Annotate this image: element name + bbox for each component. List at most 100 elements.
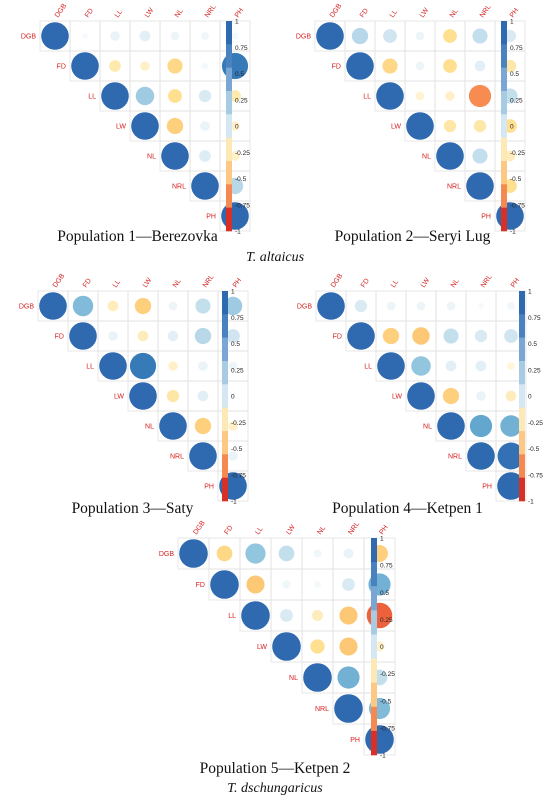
correlation-circle [134,297,152,315]
row-label: LL [86,364,94,371]
colorbar-tick-label: -1 [235,229,241,236]
colorbar-segment [519,291,525,315]
row-label: LL [364,364,372,371]
correlation-circle [497,442,525,470]
correlation-circle [377,352,405,380]
correlation-circle [366,602,393,629]
row-label: NL [423,424,432,431]
correlation-circle [166,389,180,403]
row-label: NL [289,675,298,682]
caption-population-5: Population 5—Ketpen 2 [199,760,351,777]
correlation-circle [168,301,178,311]
row-label: FD [55,334,64,341]
colorbar-tick-label: 0.25 [235,97,248,104]
colorbar-tick-label: 1 [528,289,532,296]
colorbar-segment [222,477,228,502]
correlation-circle [316,22,344,50]
column-label: LW [144,7,156,20]
row-label: DGB [297,304,313,311]
column-label: PH [509,7,520,19]
correlation-circle [167,330,179,342]
correlation-circle [229,90,241,102]
colorbar-tick-label: -0.75 [528,472,543,479]
colorbar-tick-label: 0.75 [510,45,523,52]
row-label: FD [332,64,341,71]
correlation-circle [226,329,240,343]
column-label: FD [84,7,95,19]
colorbar-segment [519,337,525,362]
colorbar-tick-label: -1 [380,753,386,760]
colorbar-segment [371,586,377,611]
colorbar-tick-label: 1 [231,289,235,296]
column-label: LW [142,277,154,290]
correlation-circle [407,382,435,410]
correlation-circle [110,31,120,41]
colorbar-segment [226,207,232,232]
column-label: FD [82,277,93,289]
column-label: NL [172,278,183,289]
colorbar-segment [519,314,525,338]
row-label: NRL [315,706,329,713]
correlation-circle [246,575,265,594]
colorbar-segment [501,184,507,208]
correlation-circle [159,412,187,440]
colorbar-tick-label: -1 [528,499,534,506]
correlation-circle [198,361,208,371]
column-label: NRL [347,521,361,537]
colorbar-segment [226,184,232,208]
correlation-circle [161,142,189,170]
correlation-circle [194,417,212,435]
row-label: LL [88,94,96,101]
colorbar-tick-label: 0.5 [231,341,240,348]
correlation-circle [129,382,157,410]
correlation-circle [504,329,518,343]
correlation-circle [342,578,355,591]
colorbar-tick-label: -0.75 [510,202,525,209]
correlation-circle [474,329,488,343]
grid-cell [219,200,251,232]
correlation-circle [466,172,494,200]
colorbar-tick-label: 0 [528,394,532,401]
correlation-panel-5: DGB FD LL LW NL NRL PHDGBFDLLLWNLNRLPH10.750.5… [159,519,396,760]
correlation-circle [201,62,209,70]
correlation-circle [469,414,493,438]
correlation-circle [406,112,434,140]
correlation-circle [129,352,157,380]
colorbar-segment [371,634,377,659]
row-label: FD [196,582,205,589]
correlation-circle [41,22,69,50]
correlation-circle [191,172,219,200]
colorbar-tick-label: -0.5 [510,176,522,183]
colorbar-segment [222,314,228,338]
colorbar-segment [226,114,232,138]
correlation-circle [99,352,127,380]
correlation-circle [415,61,425,71]
correlation-circle [72,295,94,317]
correlation-circle [468,84,492,108]
correlation-circle [199,150,211,162]
correlation-circle [245,543,266,564]
correlation-circle [317,292,345,320]
correlation-circle [443,328,459,344]
colorbar-segment [519,407,525,432]
correlation-circle [200,121,210,131]
correlation-circle [303,663,332,692]
colorbar-tick-label: 0 [231,394,235,401]
correlation-circle [347,322,375,350]
colorbar-tick-label: 0.75 [235,45,248,52]
correlation-circle [354,299,368,313]
colorbar-segment [222,431,228,455]
column-label: LL [112,279,122,289]
colorbar-tick-label: 0.75 [528,315,541,322]
correlation-circle [280,609,293,622]
correlation-circle [442,387,460,405]
correlation-circle [197,390,209,402]
correlation-circle [231,32,239,40]
correlation-circle [278,545,295,562]
correlation-circle [415,91,425,101]
correlation-circle [39,292,67,320]
column-label: NRL [202,274,216,290]
colorbar-tick-label: 0.5 [235,71,244,78]
correlation-circle [107,300,119,312]
